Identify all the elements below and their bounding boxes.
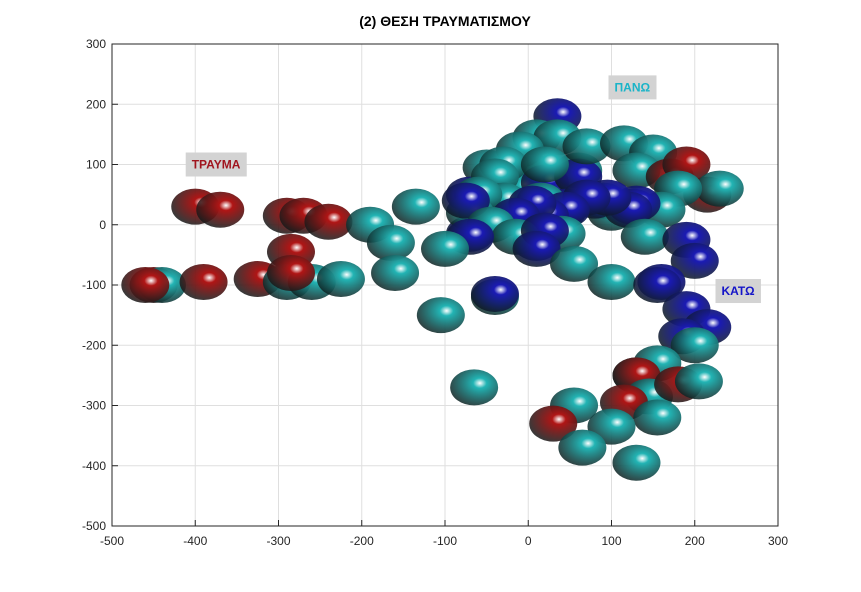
x-tick-label: -200 <box>350 534 374 548</box>
data-point-cyan <box>550 245 599 282</box>
annotation-box <box>185 152 247 177</box>
data-point-cyan <box>421 230 469 267</box>
data-point-cyan <box>371 254 420 291</box>
y-axis: -500 -400 -300 -200 -100 0 100 200 300 <box>82 37 118 533</box>
data-point-cyan <box>633 399 682 436</box>
y-tick-label: -200 <box>82 338 106 352</box>
data-point-cyan <box>520 146 569 183</box>
data-point-red <box>266 254 315 291</box>
annotation-label: ΚΑΤΩ <box>722 284 755 298</box>
data-point-red <box>121 267 170 303</box>
data-point-cyan <box>670 327 719 364</box>
annotation-label: ΤΡΑΥΜΑ <box>192 158 241 172</box>
y-tick-label: -500 <box>82 519 106 533</box>
x-tick-label: 200 <box>685 534 705 548</box>
data-points <box>121 98 744 481</box>
data-point-cyan <box>695 170 744 207</box>
data-point-cyan <box>562 128 611 165</box>
data-point-cyan <box>366 224 415 261</box>
annotation-box <box>715 279 761 304</box>
data-point-cyan <box>316 260 365 297</box>
chart-title: (2) ΘΕΣΗ ΤΡΑΥΜΑΤΙΣΜΟΥ <box>359 13 531 29</box>
data-point-red <box>196 191 245 228</box>
data-point-cyan <box>450 369 499 406</box>
data-point-blue <box>470 276 519 313</box>
x-tick-label: -300 <box>266 534 290 548</box>
x-tick-label: 0 <box>525 534 532 548</box>
x-axis: -500 -400 -300 -200 -100 0 100 200 300 <box>100 520 788 548</box>
y-tick-label: -400 <box>82 459 106 473</box>
annotations: ΤΡΑΥΜΑ ΠΑΝΩ ΚΑΤΩ <box>185 75 761 304</box>
data-point-cyan <box>620 218 669 255</box>
y-tick-label: 300 <box>86 37 106 51</box>
data-point-red <box>304 203 353 240</box>
data-point-cyan <box>416 297 465 334</box>
data-point-blue <box>670 242 719 279</box>
y-tick-label: 200 <box>86 97 106 111</box>
annotation-label: ΠΑΝΩ <box>615 80 651 94</box>
y-tick-label: -300 <box>82 399 106 413</box>
x-tick-label: 100 <box>601 534 621 548</box>
data-point-red <box>179 263 228 300</box>
annotation-box <box>608 75 657 100</box>
data-point-cyan <box>391 188 440 225</box>
x-tick-label: -100 <box>433 534 457 548</box>
x-tick-label: -400 <box>183 534 207 548</box>
data-point-blue <box>633 267 682 303</box>
x-tick-label: -500 <box>100 534 124 548</box>
annotation: ΚΑΤΩ <box>715 279 761 304</box>
data-point-red <box>529 405 578 442</box>
annotation: ΤΡΑΥΜΑ <box>185 152 247 177</box>
x-tick-label: 300 <box>768 534 788 548</box>
y-tick-label: -100 <box>82 278 106 292</box>
data-point-cyan <box>612 444 661 481</box>
data-point-blue <box>512 230 561 267</box>
data-point-cyan <box>587 263 636 300</box>
data-point-cyan <box>558 429 607 466</box>
y-tick-label: 100 <box>86 158 106 172</box>
y-tick-label: 0 <box>99 218 106 232</box>
data-point-cyan <box>674 363 723 400</box>
annotation: ΠΑΝΩ <box>608 75 657 100</box>
